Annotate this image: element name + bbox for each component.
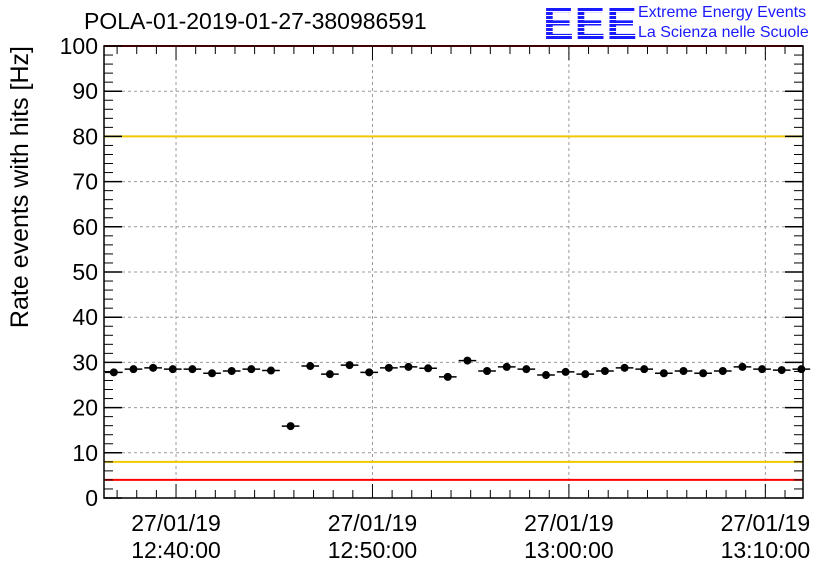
logo-line-1: Extreme Energy Events	[638, 4, 807, 21]
data-point	[306, 362, 315, 371]
y-tick-label: 90	[72, 78, 98, 104]
data-point	[345, 361, 354, 370]
data-point	[404, 362, 413, 371]
data-point	[522, 365, 531, 374]
x-tick-label-time: 13:00:00	[524, 537, 614, 563]
logo-line-2: La Scienza nelle Scuole	[638, 24, 809, 41]
x-tick-label-date: 27/01/19	[328, 510, 418, 536]
grid-layer	[104, 46, 803, 498]
data-point	[581, 370, 590, 379]
axes	[103, 45, 804, 499]
data-point	[758, 365, 767, 374]
data-point	[502, 362, 511, 371]
x-tick-label-time: 12:50:00	[328, 537, 418, 563]
x-tick-label-time: 13:10:00	[721, 537, 811, 563]
eee-logo-mark: EEE	[543, 0, 639, 49]
y-tick-label: 70	[72, 169, 98, 195]
data-point	[443, 372, 452, 381]
data-point	[561, 367, 570, 376]
data-point	[699, 369, 708, 378]
reference-lines	[104, 45, 803, 481]
data-point	[659, 369, 668, 378]
x-tick-label-date: 27/01/19	[131, 510, 221, 536]
data-point	[797, 365, 806, 374]
data-point	[109, 368, 118, 377]
data-point	[483, 366, 492, 375]
data-point	[266, 366, 275, 375]
data-point	[325, 370, 334, 379]
data-point	[620, 363, 629, 372]
data-point	[424, 364, 433, 373]
data-point	[188, 365, 197, 374]
x-tick-label-date: 27/01/19	[721, 510, 811, 536]
data-point	[738, 362, 747, 371]
data-point	[168, 365, 177, 374]
data-point	[679, 366, 688, 375]
y-tick-label: 40	[72, 304, 98, 330]
y-tick-label: 10	[72, 440, 98, 466]
data-point	[129, 365, 138, 374]
data-point	[286, 422, 295, 431]
data-point	[365, 368, 374, 377]
data-point	[640, 365, 649, 374]
data-point	[718, 366, 727, 375]
axis-labels: Rate events with hits [Hz] 0 10 20 30 40 50 60…	[6, 33, 810, 563]
data-point	[227, 366, 236, 375]
data-point	[208, 369, 217, 378]
x-tick-label-date: 27/01/19	[524, 510, 614, 536]
y-tick-label: 100	[60, 33, 98, 59]
data-point	[463, 356, 472, 365]
x-tick-label-time: 12:40:00	[131, 537, 221, 563]
data-point	[777, 366, 786, 375]
data-point	[384, 363, 393, 372]
y-axis-label: Rate events with hits [Hz]	[6, 46, 34, 328]
y-tick-label: 80	[72, 123, 98, 149]
y-tick-label: 0	[85, 485, 98, 511]
y-tick-label: 30	[72, 349, 98, 375]
y-tick-label: 50	[72, 259, 98, 285]
data-point	[600, 366, 609, 375]
data-points	[105, 356, 811, 431]
y-tick-label: 60	[72, 214, 98, 240]
data-point	[149, 363, 158, 372]
chart-title: POLA-01-2019-01-27-380986591	[84, 8, 427, 34]
y-tick-label: 20	[72, 395, 98, 421]
data-point	[247, 365, 256, 374]
data-point	[541, 371, 550, 380]
